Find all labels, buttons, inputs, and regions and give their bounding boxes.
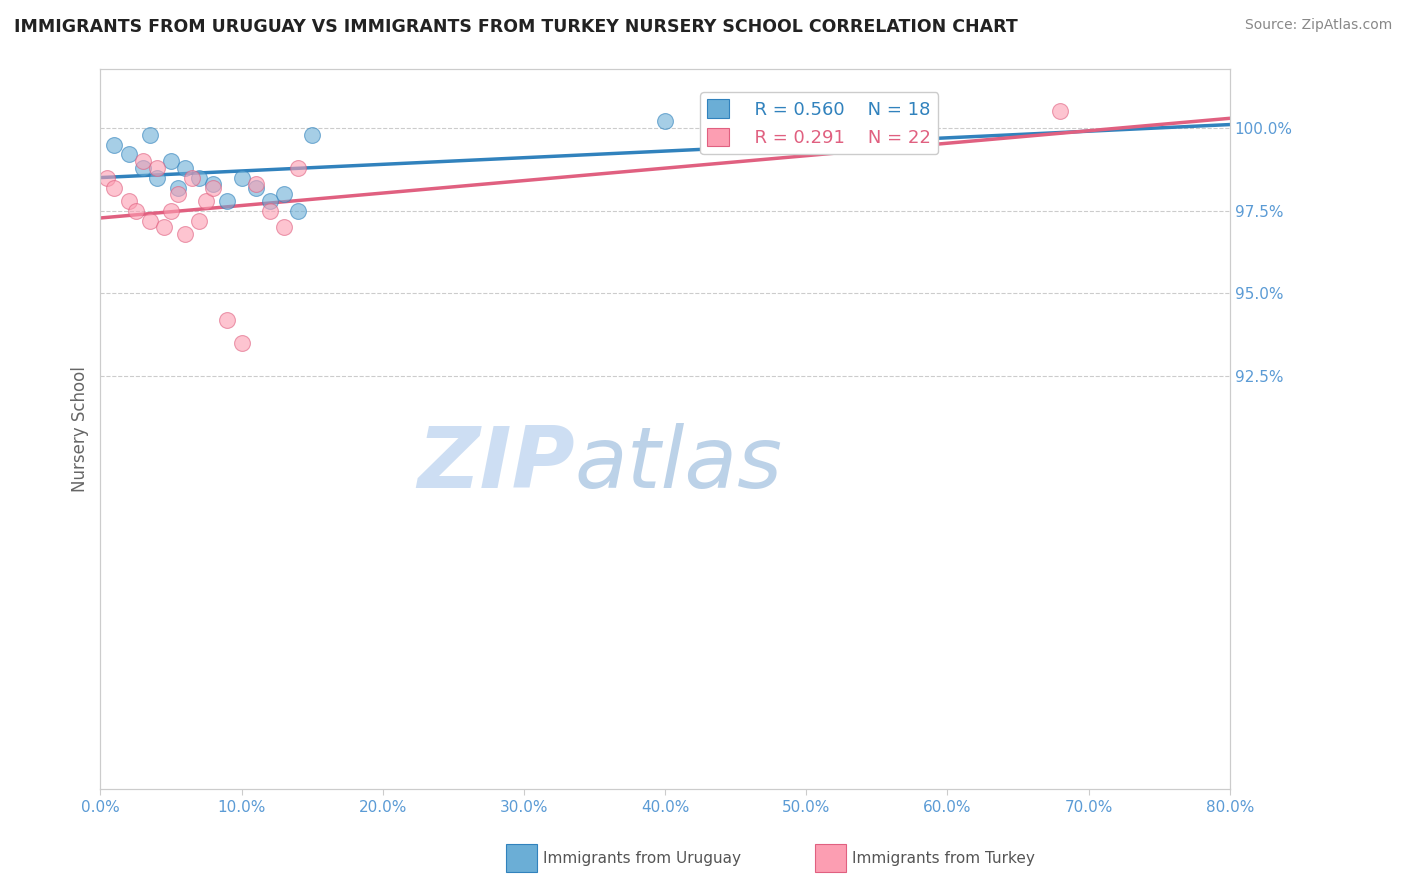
Point: [231, 335, 253, 350]
Point: [287, 161, 309, 175]
Point: [259, 203, 281, 218]
Point: [103, 180, 125, 194]
Point: [259, 194, 281, 208]
Point: [188, 213, 211, 227]
Point: [217, 312, 239, 326]
Point: [117, 147, 139, 161]
Point: [174, 227, 197, 241]
Point: [181, 170, 204, 185]
Point: [160, 203, 183, 218]
Point: [273, 187, 295, 202]
Point: [167, 180, 190, 194]
Legend:   R = 0.560    N = 18,   R = 0.291    N = 22: R = 0.560 N = 18, R = 0.291 N = 22: [700, 92, 938, 154]
Point: [146, 161, 169, 175]
Text: Immigrants from Turkey: Immigrants from Turkey: [852, 851, 1035, 865]
Point: [202, 180, 225, 194]
Point: [231, 170, 253, 185]
Point: [96, 170, 118, 185]
Point: [301, 128, 323, 142]
Point: [273, 220, 295, 235]
Point: [139, 213, 162, 227]
Point: [146, 170, 169, 185]
Point: [654, 114, 676, 128]
Text: Source: ZipAtlas.com: Source: ZipAtlas.com: [1244, 18, 1392, 32]
Text: IMMIGRANTS FROM URUGUAY VS IMMIGRANTS FROM TURKEY NURSERY SCHOOL CORRELATION CHA: IMMIGRANTS FROM URUGUAY VS IMMIGRANTS FR…: [14, 18, 1018, 36]
Point: [245, 178, 267, 192]
Point: [167, 187, 190, 202]
Text: atlas: atlas: [575, 424, 783, 507]
Point: [160, 154, 183, 169]
Point: [287, 203, 309, 218]
Point: [217, 194, 239, 208]
Point: [139, 128, 162, 142]
Point: [1049, 104, 1071, 119]
Text: ZIP: ZIP: [418, 424, 575, 507]
Y-axis label: Nursery School: Nursery School: [72, 366, 89, 491]
Text: Immigrants from Uruguay: Immigrants from Uruguay: [543, 851, 741, 865]
Point: [117, 194, 139, 208]
Point: [174, 161, 197, 175]
Point: [103, 137, 125, 152]
Point: [124, 203, 146, 218]
Point: [153, 220, 176, 235]
Point: [245, 180, 267, 194]
Point: [195, 194, 218, 208]
Point: [131, 154, 153, 169]
Point: [202, 178, 225, 192]
Point: [188, 170, 211, 185]
Point: [131, 161, 153, 175]
